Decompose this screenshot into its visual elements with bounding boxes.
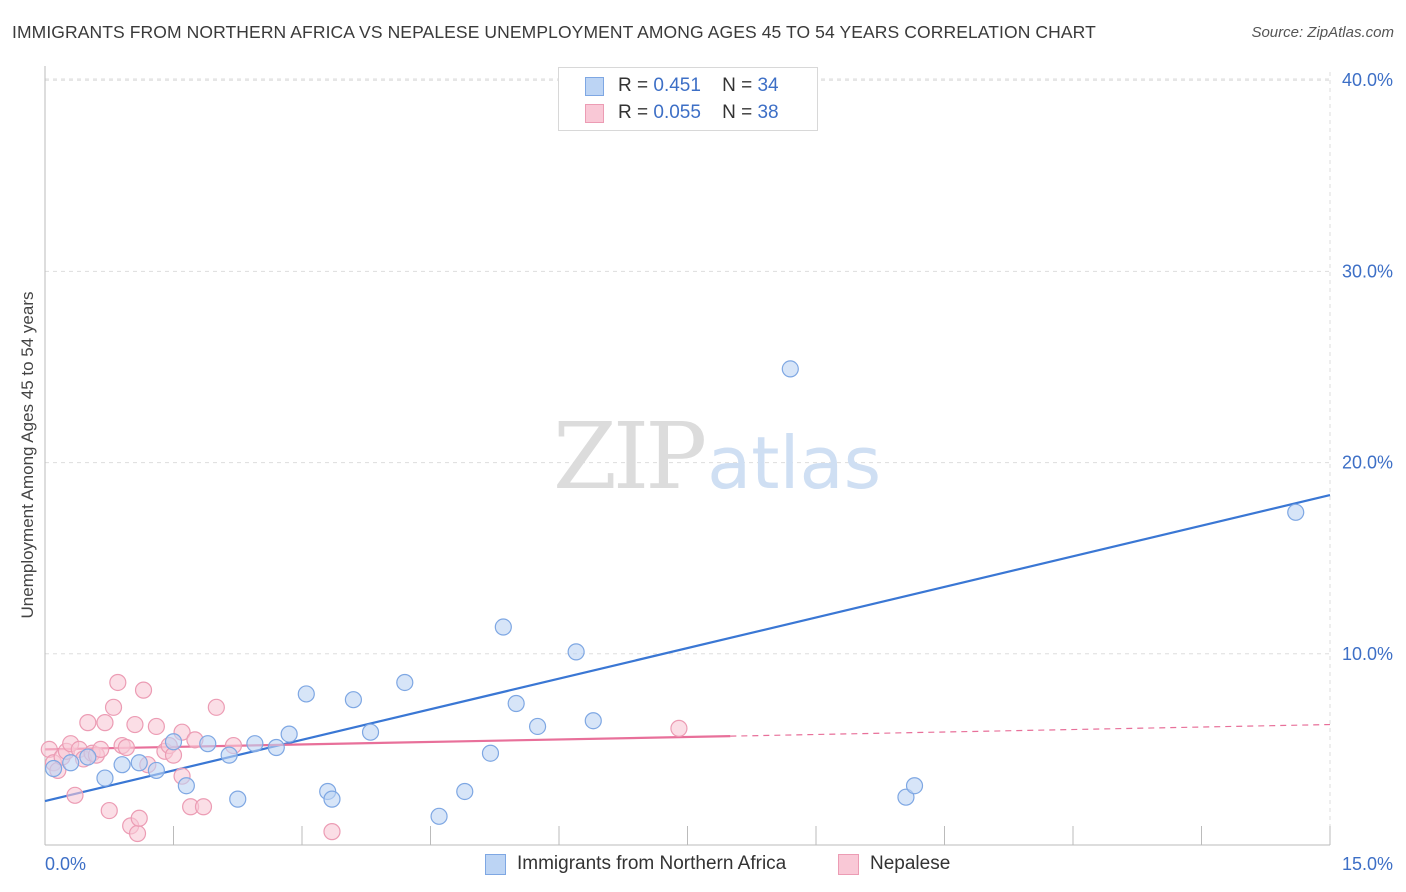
- data-point-blue: [199, 735, 217, 753]
- data-point-blue: [584, 712, 602, 730]
- data-point-pink: [323, 823, 341, 841]
- n-label: N =: [722, 75, 753, 96]
- data-point-blue: [44, 759, 63, 778]
- stats-swatch-pink: [585, 104, 604, 123]
- data-point-blue: [781, 360, 799, 378]
- data-point-pink: [92, 740, 110, 759]
- data-point-blue: [361, 723, 380, 741]
- n-value: 38: [757, 102, 779, 123]
- data-point-blue: [430, 807, 448, 825]
- data-point-blue: [344, 691, 362, 709]
- stats-swatch-blue: [585, 77, 604, 96]
- trend-line-pink: [44, 735, 731, 751]
- data-point-blue: [220, 746, 238, 764]
- x-tick-label: 15.0%: [1342, 854, 1393, 874]
- data-point-blue: [297, 685, 315, 703]
- legend-swatch-blue: [485, 854, 506, 875]
- legend-label: Nepalese: [870, 853, 951, 874]
- data-point-blue: [567, 643, 585, 661]
- data-point-pink: [147, 717, 165, 736]
- r-label: R =: [618, 102, 649, 123]
- data-point-blue: [130, 754, 148, 772]
- data-point-pink: [130, 809, 148, 827]
- data-point-pink: [194, 798, 213, 816]
- stats-text-immigrants: R = 0.451 N = 34: [618, 75, 779, 97]
- data-point-pink: [670, 719, 688, 737]
- data-point-blue: [246, 735, 264, 753]
- chart-source: Source: ZipAtlas.com: [1251, 24, 1394, 41]
- correlation-stats-box: R = 0.451 N = 34 R = 0.055 N = 38: [558, 67, 818, 131]
- tick-labels: 10.0% 20.0% 30.0% 40.0% 0.0% 15.0%: [45, 70, 1393, 874]
- y-axis-label: Unemployment Among Ages 45 to 54 years: [18, 291, 37, 619]
- r-label: R =: [618, 75, 649, 96]
- data-point-blue: [897, 788, 915, 806]
- data-point-blue: [507, 694, 525, 713]
- data-point-blue: [905, 777, 924, 795]
- data-point-blue: [229, 790, 247, 808]
- data-point-blue: [79, 748, 97, 766]
- r-value: 0.055: [653, 102, 701, 123]
- data-point-pink: [117, 738, 135, 757]
- data-point-pink: [126, 715, 144, 734]
- y-tick-label: 40.0%: [1342, 70, 1393, 90]
- x-tick-label: 0.0%: [45, 854, 86, 874]
- n-label: N =: [722, 102, 753, 123]
- data-point-blue: [528, 717, 547, 736]
- chart-title: IMMIGRANTS FROM NORTHERN AFRICA VS NEPAL…: [12, 22, 1096, 42]
- data-point-blue: [323, 790, 341, 808]
- legend-swatch-pink: [838, 854, 859, 875]
- data-point-blue: [147, 761, 165, 780]
- data-point-blue: [96, 769, 114, 787]
- y-tick-label: 30.0%: [1342, 261, 1393, 281]
- data-point-pink: [100, 801, 118, 820]
- data-point-blue: [456, 782, 474, 801]
- data-point-pink: [66, 786, 84, 804]
- data-point-blue: [494, 618, 512, 636]
- data-point-blue: [177, 777, 195, 795]
- trend-line-pink-extrapolated: [730, 723, 1331, 737]
- data-point-pink: [207, 698, 225, 716]
- data-point-blue: [1287, 503, 1305, 521]
- stats-text-nepalese: R = 0.055 N = 38: [618, 102, 779, 124]
- axes: [44, 66, 1331, 846]
- data-point-blue: [164, 733, 183, 751]
- data-point-pink: [128, 824, 147, 843]
- data-point-blue: [267, 738, 285, 757]
- data-point-pink: [104, 698, 123, 716]
- data-point-blue: [481, 744, 500, 762]
- data-point-blue: [113, 756, 131, 774]
- data-point-pink: [109, 673, 127, 692]
- data-point-pink: [134, 681, 153, 699]
- r-value: 0.451: [653, 75, 701, 96]
- data-point-blue: [280, 725, 298, 743]
- data-points: [40, 73, 1305, 843]
- data-point-pink: [79, 714, 97, 732]
- data-point-blue: [396, 673, 414, 692]
- legend-label: Immigrants from Northern Africa: [517, 853, 787, 874]
- data-point-blue: [62, 754, 80, 772]
- n-value: 34: [757, 75, 779, 96]
- y-tick-label: 10.0%: [1342, 644, 1393, 664]
- y-tick-label: 20.0%: [1342, 453, 1393, 473]
- data-point-pink: [96, 714, 114, 732]
